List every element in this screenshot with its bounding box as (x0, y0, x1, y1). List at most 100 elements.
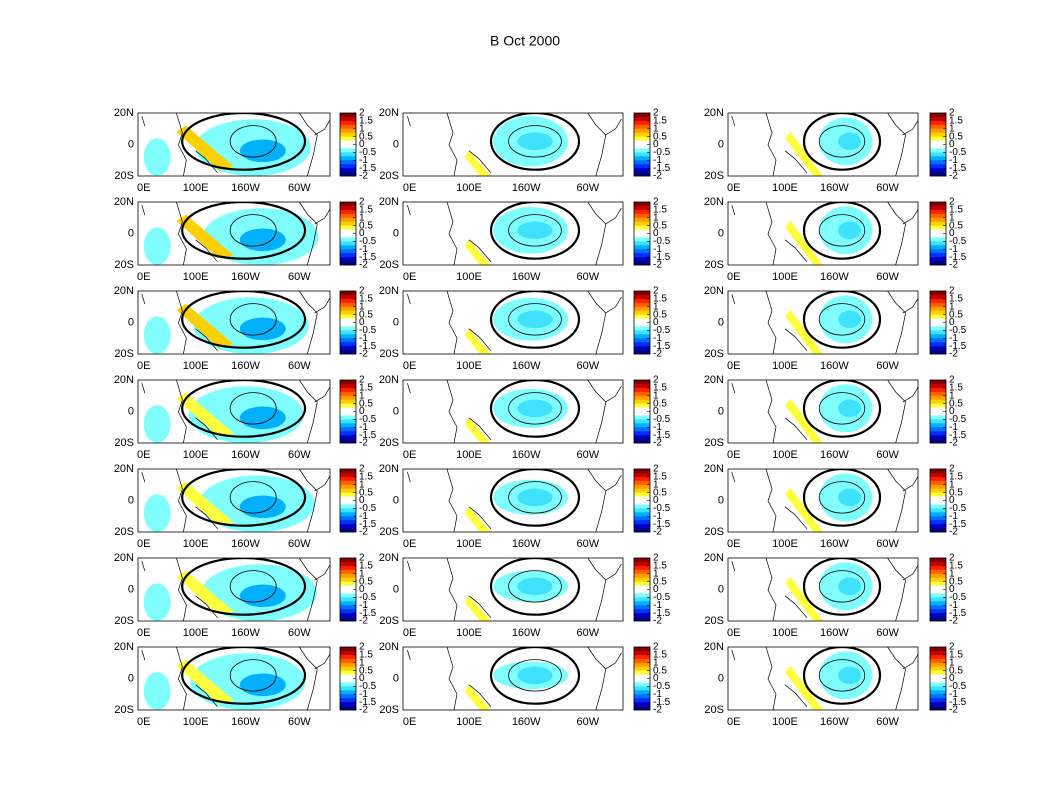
colorbar-band (634, 322, 650, 327)
colorbar-band (930, 670, 946, 675)
colorbar-band (634, 698, 650, 703)
colorbar-band (930, 202, 946, 207)
lon-label: 160W (820, 271, 849, 283)
coastline (407, 291, 622, 354)
colorbar-band (340, 342, 356, 347)
colorbar-band (340, 601, 356, 606)
colorbar-band (930, 168, 946, 173)
lat-label: 0 (393, 227, 399, 239)
contour (818, 125, 866, 158)
map-field (141, 202, 330, 265)
colorbar-tick-label: 0 (653, 673, 659, 684)
map-frame (402, 112, 624, 177)
lon-label: 60W (288, 627, 311, 639)
lat-label: 20N (379, 552, 399, 564)
contour (229, 659, 277, 692)
anomaly-positive (464, 595, 491, 621)
colorbar-band (340, 132, 356, 137)
colorbar-tick-label: -1 (653, 244, 662, 255)
colorbar-band (634, 209, 650, 215)
map-field (407, 380, 622, 443)
colorbar-tick-label: 1.5 (653, 561, 667, 572)
colorbar-band (634, 168, 650, 173)
colorbar: 21.510.50-0.5-1-1.5-2 (339, 286, 377, 360)
colorbar-band (634, 221, 650, 226)
lon-label: 160W (820, 182, 849, 194)
lon-label: 0E (403, 360, 416, 372)
colorbar-band (340, 524, 356, 529)
colorbar-band (634, 380, 650, 385)
colorbar-band (634, 310, 650, 315)
colorbar-band (930, 674, 946, 679)
contour (489, 202, 581, 260)
colorbar-band (634, 132, 650, 137)
lon-label: 0E (403, 627, 416, 639)
colorbar: 21.510.50-0.5-1-1.5-2 (929, 375, 967, 449)
colorbar-tick-label: -2 (359, 349, 368, 360)
lat-label: 20S (704, 170, 724, 182)
colorbar-band (634, 431, 650, 436)
colorbar-band (930, 120, 946, 126)
lon-label: 0E (137, 182, 150, 194)
anomaly-negative (838, 132, 861, 151)
lon-label: 60W (876, 716, 899, 728)
colorbar-tick-label: 2 (653, 553, 659, 564)
colorbar-band (930, 658, 946, 664)
anomaly-negative (143, 494, 171, 532)
colorbar-band (930, 391, 946, 397)
colorbar-band (340, 508, 356, 513)
colorbar-band (340, 294, 356, 300)
colorbar-band (340, 136, 356, 141)
colorbar-tick-label: 1.5 (359, 383, 373, 394)
contour (818, 481, 866, 514)
colorbar-band (930, 597, 946, 602)
colorbar-tick-label: 0 (653, 139, 659, 150)
lat-label: 20S (379, 170, 399, 182)
lat-label: 20N (114, 463, 134, 475)
colorbar-band (340, 403, 356, 408)
colorbar-band (340, 310, 356, 315)
lon-label: 60W (288, 182, 311, 194)
contour (489, 647, 581, 705)
colorbar-band (930, 558, 946, 563)
colorbar-band (930, 144, 946, 149)
colorbar-band (634, 524, 650, 529)
colorbar-tick-label: -0.5 (653, 147, 671, 158)
colorbar-band (340, 577, 356, 582)
colorbar-tick-label: 0.5 (359, 665, 373, 676)
colorbar: 21.510.50-0.5-1-1.5-2 (339, 108, 377, 182)
colorbar-tick-label: -1.5 (359, 608, 377, 619)
colorbar-tick-label: 2 (949, 108, 955, 119)
colorbar-band (930, 415, 946, 420)
colorbar-band (634, 472, 650, 478)
colorbar-band (930, 662, 946, 667)
colorbar-band (930, 508, 946, 513)
colorbar-band (634, 411, 650, 416)
colorbar-band (634, 605, 650, 610)
colorbar-band (930, 334, 946, 339)
colorbar-band (340, 561, 356, 567)
lon-label: 0E (727, 716, 740, 728)
map-frame (727, 290, 919, 355)
colorbar-band (340, 484, 356, 489)
colorbar-tick-label: -1 (653, 600, 662, 611)
lat-label: 0 (128, 494, 134, 506)
map-field (141, 113, 330, 176)
lon-label: 0E (403, 271, 416, 283)
colorbar-band (930, 666, 946, 671)
colorbar-band (930, 294, 946, 300)
colorbar-band (340, 350, 356, 355)
colorbar-tick-label: 0 (653, 406, 659, 417)
colorbar-band (634, 690, 650, 695)
colorbar-tick-label: 2 (359, 197, 365, 208)
colorbar-tick-label: -2 (653, 705, 662, 716)
colorbar-band (930, 706, 946, 711)
anomaly-positive (176, 392, 234, 437)
colorbar-band (930, 617, 946, 622)
colorbar-band (634, 617, 650, 622)
lat-label: 20S (114, 170, 134, 182)
contour (489, 380, 581, 438)
lon-label: 160W (820, 360, 849, 372)
